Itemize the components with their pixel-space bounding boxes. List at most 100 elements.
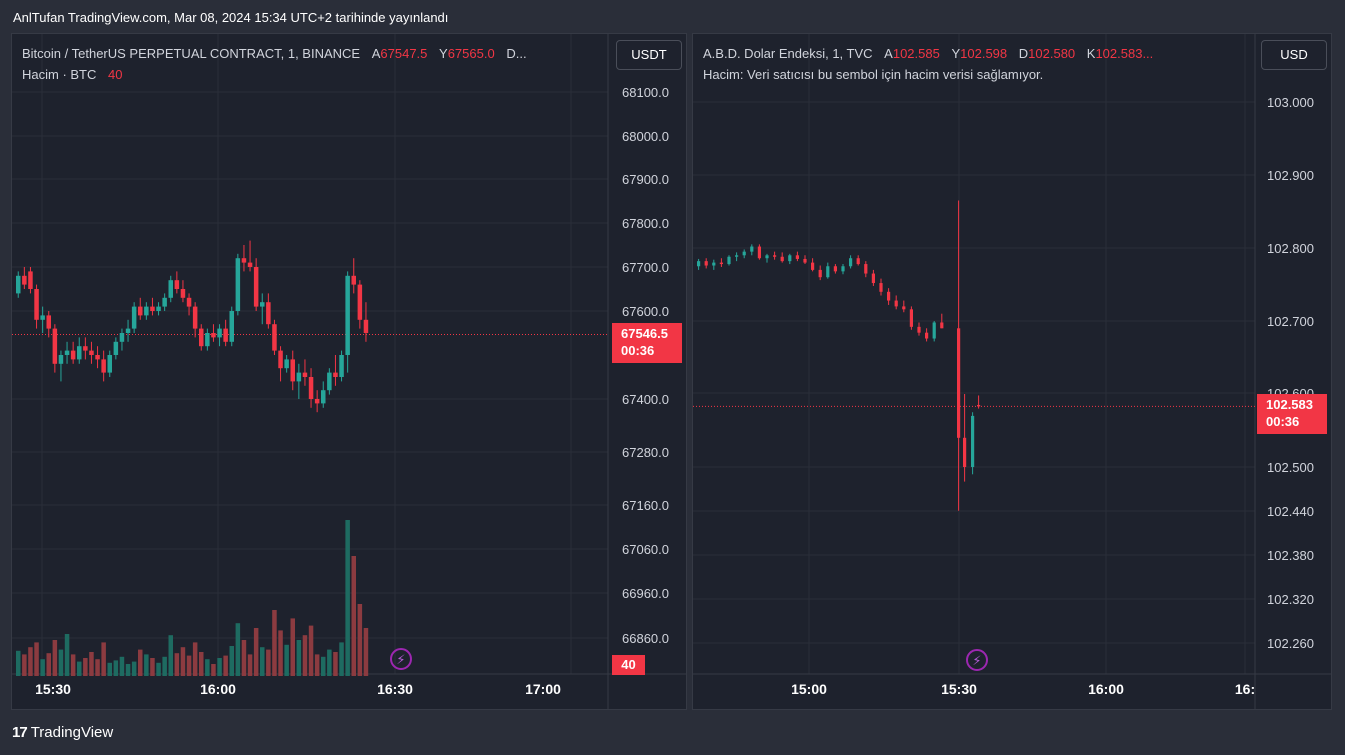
volume-bar bbox=[168, 635, 173, 676]
ohlc-high: Y67565.0 bbox=[439, 46, 495, 61]
chart-panel-dxy[interactable]: A.B.D. Dolar Endeksi, 1, TVC A102.585 Y1… bbox=[692, 33, 1332, 710]
volume-bar bbox=[113, 660, 119, 676]
volume-bar bbox=[278, 630, 283, 676]
ohlc-open: A67547.5 bbox=[371, 46, 428, 61]
dxy-chart-canvas[interactable]: 103.000102.900102.800102.700102.600102.5… bbox=[693, 34, 1332, 710]
symbol-title[interactable]: A.B.D. Dolar Endeksi, 1, TVC bbox=[703, 46, 873, 61]
candle-body bbox=[284, 359, 289, 369]
candle-body bbox=[296, 372, 302, 382]
volume-bar bbox=[229, 646, 234, 676]
candle-body bbox=[971, 415, 975, 467]
volume-bar bbox=[363, 628, 369, 676]
footer-brand[interactable]: 17 TradingView bbox=[12, 724, 113, 741]
countdown: 00:36 bbox=[1266, 414, 1300, 429]
candle-body bbox=[757, 246, 761, 259]
time-tick-label: 15:30 bbox=[35, 681, 71, 697]
candle-body bbox=[357, 284, 363, 320]
chart-panel-btcusdt[interactable]: Bitcoin / TetherUS PERPETUAL CONTRACT, 1… bbox=[11, 33, 687, 710]
candle-body bbox=[977, 404, 981, 407]
currency-button[interactable]: USDT bbox=[616, 40, 682, 70]
time-tick-label: 15:00 bbox=[791, 681, 827, 697]
candle-body bbox=[308, 377, 314, 399]
volume-bar bbox=[284, 644, 289, 676]
volume-bar bbox=[131, 661, 137, 676]
candle-body bbox=[727, 256, 731, 265]
volume-value: 40 bbox=[108, 67, 123, 82]
candle-body bbox=[712, 262, 716, 266]
ohlc-high: Y102.598 bbox=[951, 46, 1008, 61]
volume-bar bbox=[314, 654, 320, 676]
candle-body bbox=[826, 266, 830, 278]
candle-body bbox=[217, 328, 222, 338]
candle-body bbox=[89, 350, 94, 355]
candle-body bbox=[223, 328, 228, 342]
candle-body bbox=[95, 355, 100, 360]
time-tick-label: 16:30 bbox=[377, 681, 413, 697]
candle-body bbox=[125, 328, 131, 333]
volume-bar bbox=[46, 653, 51, 676]
volume-bar bbox=[119, 656, 125, 676]
candle-body bbox=[345, 275, 350, 355]
candle-body bbox=[101, 359, 106, 373]
ohlc-low: D102.580 bbox=[1018, 46, 1076, 61]
volume-bar bbox=[162, 656, 167, 676]
candle-body bbox=[917, 326, 921, 333]
candle-body bbox=[856, 258, 860, 265]
volume-bar bbox=[64, 634, 70, 676]
volume-bar bbox=[272, 610, 277, 676]
volume-bar bbox=[339, 642, 344, 676]
btc-chart-canvas[interactable]: 68100.0 68000.0 67900.0 67800.0 67700.0 67600… bbox=[12, 34, 687, 710]
lightning-icon[interactable]: ⚡ bbox=[966, 649, 988, 671]
candle-body bbox=[107, 355, 112, 373]
candle-body bbox=[131, 306, 137, 329]
symbol-title[interactable]: Bitcoin / TetherUS PERPETUAL CONTRACT, 1… bbox=[22, 46, 361, 61]
volume-bar bbox=[235, 623, 241, 676]
candle-body bbox=[46, 315, 51, 329]
price-tick-label: 67400.0 bbox=[622, 392, 669, 407]
candle-body bbox=[849, 258, 853, 267]
candle-body bbox=[77, 346, 82, 360]
volume-bar bbox=[241, 640, 247, 676]
candle-body bbox=[192, 306, 198, 329]
price-tick-label: 68100.0 bbox=[622, 85, 669, 100]
candle-body bbox=[162, 297, 167, 307]
candle-body bbox=[174, 280, 180, 289]
symbol-legend: Bitcoin / TetherUS PERPETUAL CONTRACT, 1… bbox=[22, 46, 527, 82]
volume-bar bbox=[345, 520, 350, 676]
candle-body bbox=[260, 302, 265, 307]
volume-bar bbox=[186, 655, 192, 676]
volume-label[interactable]: Hacim · BTC bbox=[22, 67, 97, 82]
volume-bar bbox=[138, 649, 143, 676]
price-tick-label: 67700.0 bbox=[622, 260, 669, 275]
volume-bar bbox=[199, 652, 204, 676]
lightning-icon[interactable]: ⚡ bbox=[390, 648, 412, 670]
ohlc-close: K102.583... bbox=[1086, 46, 1154, 61]
candle-body bbox=[64, 350, 70, 355]
volume-bar bbox=[180, 647, 186, 676]
price-tick-label: 102.440 bbox=[1267, 504, 1314, 519]
currency-button[interactable]: USD bbox=[1261, 40, 1327, 70]
candle-body bbox=[83, 346, 88, 351]
volume-bar bbox=[302, 635, 308, 676]
price-tick-label: 67280.0 bbox=[622, 445, 669, 460]
candle-body bbox=[278, 350, 283, 369]
volume-bar bbox=[156, 662, 161, 676]
candle-body bbox=[925, 332, 929, 339]
price-tick-label: 67160.0 bbox=[622, 498, 669, 513]
volume-bar bbox=[357, 604, 363, 676]
candle-body bbox=[963, 437, 967, 467]
volume-bar bbox=[95, 659, 100, 676]
candle-body bbox=[363, 319, 369, 333]
tradingview-logo-icon: 17 bbox=[12, 724, 28, 741]
volume-bar bbox=[296, 640, 302, 676]
candle-body bbox=[864, 264, 868, 274]
volume-bar bbox=[205, 659, 210, 676]
volume-bar bbox=[211, 664, 216, 676]
candle-body bbox=[186, 297, 192, 307]
volume-badge: 40 bbox=[612, 655, 645, 675]
price-tick-label: 67600.0 bbox=[622, 304, 669, 319]
candle-body bbox=[788, 255, 792, 262]
price-tick-label: 102.800 bbox=[1267, 241, 1314, 256]
candle-body bbox=[887, 291, 891, 301]
candle-body bbox=[811, 262, 815, 270]
